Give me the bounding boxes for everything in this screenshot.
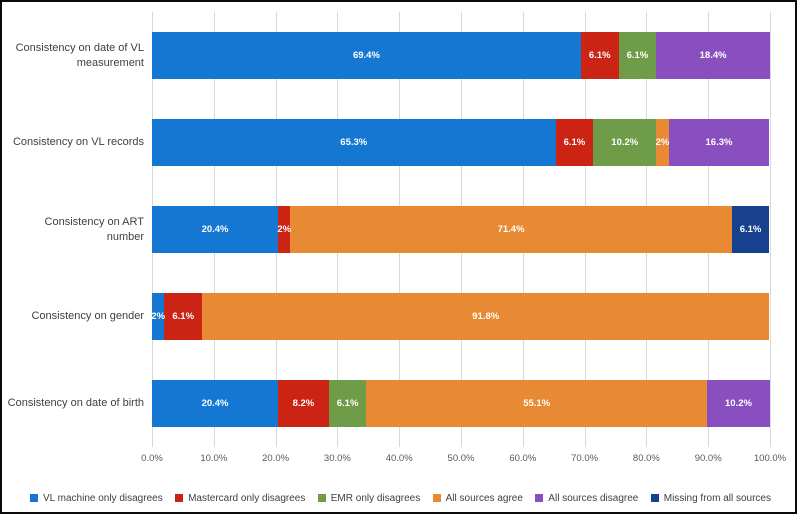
bar-segment: 69.4% [152,32,581,79]
bar-segment: 71.4% [290,206,732,253]
bar-segment-label: 91.8% [472,311,500,322]
legend-item: EMR only disagrees [317,492,421,504]
x-tick-label: 30.0% [323,453,351,464]
bar-segment-label: 69.4% [352,50,380,61]
legend-label: All sources disagree [548,492,639,504]
bar-row: 2% 6.1% 91.8% [151,293,770,340]
bar-row: 65.3% 6.1% 10.2% 2% 16.3% [152,119,770,166]
bar-segment-label: 8.2% [292,398,315,409]
x-tick-label: 70.0% [571,453,599,464]
bar-segment-label: 10.2% [611,137,639,148]
legend-label: Mastercard only disagrees [188,492,306,504]
bar-segment-label: 10.2% [724,398,752,409]
x-tick-label: 20.0% [262,453,290,464]
bar-segment-label: 71.4% [497,224,525,235]
x-tick-label: 90.0% [694,453,722,464]
bar-segment-label: 65.3% [340,137,368,148]
legend-swatch [30,494,38,502]
x-tick-label: 40.0% [385,453,413,464]
bar-segment: 2% [655,119,670,166]
legend-label: EMR only disagrees [330,492,421,504]
legend-label: Missing from all sources [663,492,771,504]
plot-area: 69.4% 6.1% 6.1% 18.4% 65.3% 6.1% 10.2% 2% 16.3% 2… [151,12,771,447]
x-tick-label: 80.0% [632,453,660,464]
bar-segment: 6.1% [618,32,657,79]
category-label: Consistency on ART number [44,215,144,243]
category-label: Consistency on VL records [12,136,144,149]
legend-item: VL machine only disagrees [30,493,163,504]
bar-segment-label: 20.4% [201,398,229,409]
bar-row: 69.4% 6.1% 6.1% 18.4% [152,32,770,79]
bar-segment: 18.4% [656,32,770,79]
bar-segment-label: 2% [277,224,292,235]
category-label: Consistency on date of VL measurement [15,41,144,69]
bar-segment: 10.2% [593,119,657,166]
x-tick-label: 100.0% [753,453,787,464]
bar-segment-label: 6.1% [588,50,611,61]
bar-segment-label: 6.1% [563,137,586,148]
legend: VL machine only disagrees Mastercard only… [2,487,795,509]
bar-segment-label: 55.1% [523,398,551,409]
bar-segment-label: 6.1% [172,311,195,322]
category-label: Consistency on gender [31,310,144,323]
legend-swatch [317,494,326,502]
bar-segment: 6.1% [164,293,203,340]
legend-item: All sources disagree [535,493,638,504]
bar-segment-label: 18.4% [699,50,727,61]
bar-segment: 55.1% [366,380,707,427]
bar-segment: 8.2% [278,380,329,427]
bar-segment-label: 6.1% [626,50,649,61]
bar-segment: 20.4% [152,380,279,427]
legend-swatch [175,494,184,502]
x-tick-label: 10.0% [200,453,228,464]
bar-segment: 10.2% [706,380,770,427]
bar-row: 20.4% 8.2% 6.1% 55.1% 10.2% [152,380,770,427]
bar-segment: 20.4% [152,206,279,253]
legend-label: All sources agree [445,492,523,504]
x-tick-label: 50.0% [447,453,475,464]
legend-item: All sources agree [432,492,523,504]
bar-segment: 91.8% [202,293,770,340]
legend-swatch [650,494,659,502]
bar-segment-label: 16.3% [705,137,733,148]
legend-item: Missing from all sources [650,492,771,504]
bar-segment: 16.3% [668,119,770,166]
bar-segment-label: 6.1% [739,224,762,235]
bar-segment: 65.3% [152,119,556,166]
bar-segment: 2% [151,293,166,340]
bar-segment: 2% [277,206,292,253]
gridline [770,12,771,447]
legend-item: Mastercard only disagrees [175,493,305,504]
bar-segment-label: 2% [151,311,166,322]
legend-label: VL machine only disagrees [43,492,163,504]
bar-segment-label: 20.4% [201,224,229,235]
bar-segment: 6.1% [731,206,770,253]
x-axis: 0.0% 10.0% 20.0% 30.0% 40.0% 50.0% 60.0% 70.0% 8… [141,453,786,469]
x-tick-label: 0.0% [141,453,163,464]
legend-swatch [432,494,441,502]
category-label: Consistency on date of birth [7,397,144,410]
bar-segment: 6.1% [328,380,367,427]
bar-segment: 6.1% [555,119,594,166]
bar-segment-label: 6.1% [336,398,359,409]
bar-row: 20.4% 2% 71.4% 6.1% [152,206,770,253]
bar-segment-label: 2% [655,137,670,148]
x-tick-label: 60.0% [509,453,537,464]
legend-swatch [535,494,544,502]
bar-segment: 6.1% [580,32,619,79]
